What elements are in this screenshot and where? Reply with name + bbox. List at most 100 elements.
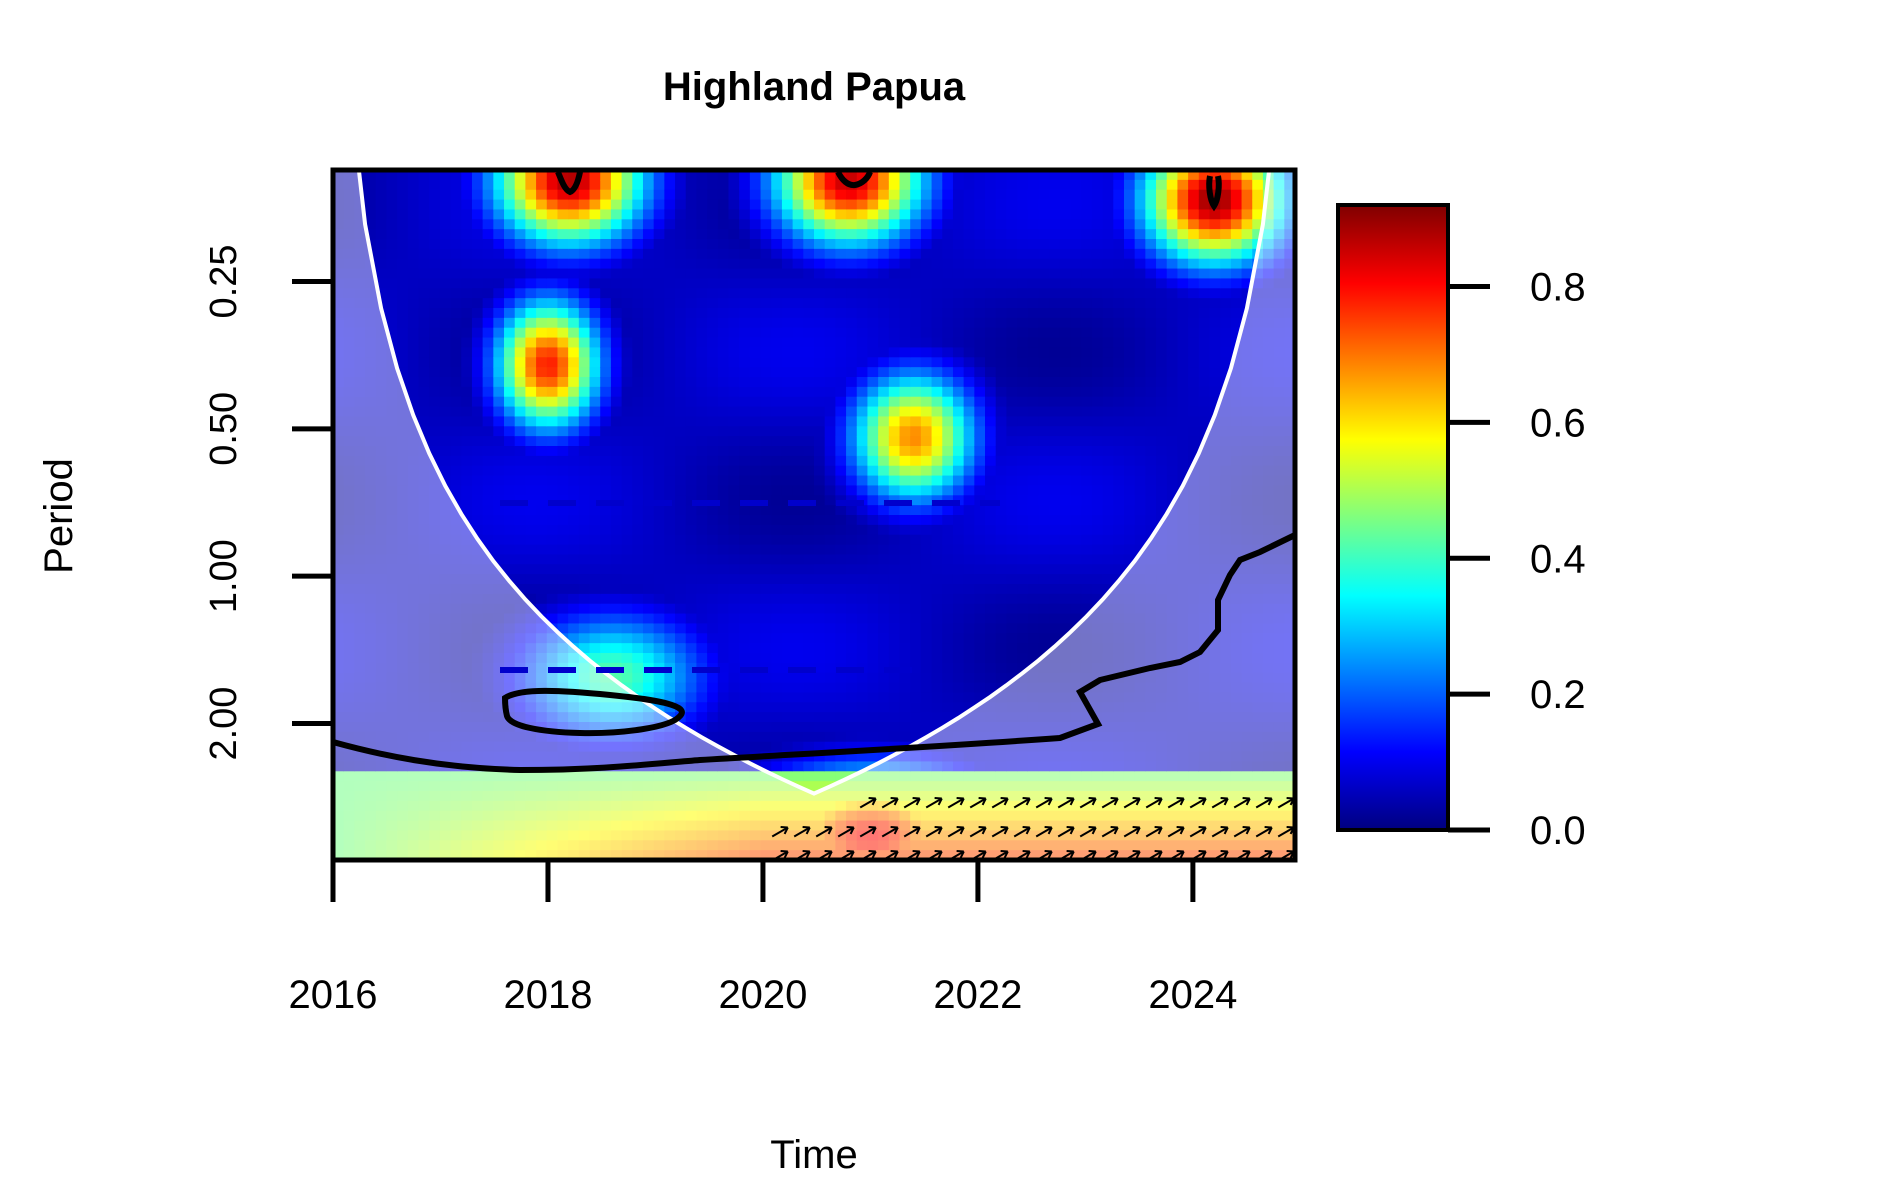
heatmap-cell: [728, 446, 740, 457]
heatmap-cell: [578, 199, 591, 211]
heatmap-cell: [974, 475, 986, 487]
heatmap-cell: [397, 515, 409, 526]
heatmap-cell: [407, 475, 420, 487]
heatmap-cell: [856, 327, 869, 339]
heatmap-cell: [846, 554, 858, 565]
heatmap-cell: [568, 731, 580, 743]
heatmap-cell: [536, 534, 548, 546]
heatmap-cell: [931, 406, 943, 418]
heatmap-cell: [728, 633, 740, 644]
heatmap-cell: [888, 298, 901, 309]
heatmap-cell: [675, 564, 687, 575]
heatmap-cell: [343, 564, 355, 575]
heatmap-cell: [824, 396, 836, 408]
heatmap-cell: [514, 248, 526, 260]
heatmap-cell: [621, 820, 633, 832]
heatmap-cell: [1006, 367, 1018, 378]
heatmap-cell: [760, 850, 772, 860]
heatmap-cell: [418, 465, 430, 477]
heatmap-cell: [621, 593, 633, 605]
heatmap-cell: [536, 712, 548, 723]
heatmap-cell: [963, 367, 975, 378]
heatmap-cell: [557, 515, 569, 526]
heatmap-cell: [856, 712, 869, 723]
heatmap-cell: [504, 465, 516, 477]
heatmap-cell: [846, 426, 858, 437]
heatmap-cell: [835, 337, 847, 349]
heatmap-cell: [1027, 219, 1040, 230]
heatmap-cell: [739, 643, 751, 654]
heatmap-cell: [696, 781, 708, 792]
heatmap-cell: [846, 268, 858, 280]
heatmap-cell: [568, 800, 580, 812]
heatmap-cell: [493, 465, 505, 477]
heatmap-cell: [1081, 623, 1093, 634]
heatmap-cell: [675, 791, 687, 802]
heatmap-cell: [835, 465, 847, 477]
heatmap-cell: [653, 475, 665, 487]
heatmap-cell: [407, 229, 420, 240]
heatmap-cell: [824, 446, 836, 457]
heatmap-cell: [333, 239, 345, 250]
heatmap-cell: [1049, 367, 1061, 378]
heatmap-cell: [888, 199, 901, 211]
heatmap-cell: [365, 633, 377, 644]
heatmap-cell: [707, 741, 719, 753]
heatmap-cell: [985, 209, 997, 220]
heatmap-cell: [1006, 840, 1018, 851]
heatmap-cell: [525, 268, 537, 280]
heatmap-cell: [760, 426, 772, 437]
heatmap-cell: [343, 396, 355, 408]
heatmap-cell: [589, 771, 601, 782]
heatmap-cell: [418, 199, 430, 211]
heatmap-cell: [354, 239, 366, 250]
heatmap-cell: [653, 446, 665, 457]
heatmap-cell: [749, 386, 762, 398]
heatmap-cell: [514, 761, 526, 772]
heatmap-cell: [878, 515, 890, 526]
heatmap-cell: [749, 209, 762, 220]
heatmap-cell: [642, 524, 655, 536]
heatmap-cell: [375, 505, 388, 516]
heatmap-cell: [653, 189, 665, 201]
heatmap-cell: [792, 386, 804, 398]
heatmap-cell: [920, 771, 933, 782]
heatmap-cell: [418, 416, 430, 427]
heatmap-cell: [1006, 485, 1018, 496]
heatmap-cell: [493, 170, 505, 181]
heatmap-cell: [568, 347, 580, 358]
heatmap-cell: [675, 199, 687, 211]
heatmap-cell: [386, 446, 398, 457]
heatmap-cell: [824, 633, 836, 644]
heatmap-cell: [333, 830, 345, 841]
heatmap-cell: [888, 643, 901, 654]
heatmap-cell: [578, 465, 591, 477]
heatmap-cell: [589, 170, 601, 181]
heatmap-cell: [578, 337, 591, 349]
heatmap-cell: [771, 731, 783, 743]
heatmap-cell: [1059, 574, 1072, 585]
heatmap-cell: [985, 731, 997, 743]
heatmap-cell: [1049, 712, 1061, 723]
heatmap-cell: [771, 544, 783, 556]
heatmap-cell: [642, 633, 655, 644]
heatmap-cell: [781, 830, 794, 841]
heatmap-cell: [792, 209, 804, 220]
heatmap-cell: [1091, 377, 1104, 388]
heatmap-cell: [717, 189, 730, 201]
heatmap-cell: [493, 593, 505, 605]
heatmap-cell: [375, 633, 388, 644]
heatmap-cell: [621, 554, 633, 565]
heatmap-cell: [899, 199, 911, 211]
heatmap-cell: [728, 406, 740, 418]
heatmap-cell: [578, 446, 591, 457]
heatmap-cell: [664, 327, 676, 339]
heatmap-cell: [482, 791, 494, 802]
heatmap-cell: [621, 288, 633, 299]
heatmap-cell: [899, 810, 911, 822]
heatmap-cell: [557, 347, 569, 358]
heatmap-cell: [471, 524, 484, 536]
heatmap-cell: [995, 544, 1007, 556]
heatmap-cell: [482, 386, 494, 398]
heatmap-cell: [856, 633, 869, 644]
